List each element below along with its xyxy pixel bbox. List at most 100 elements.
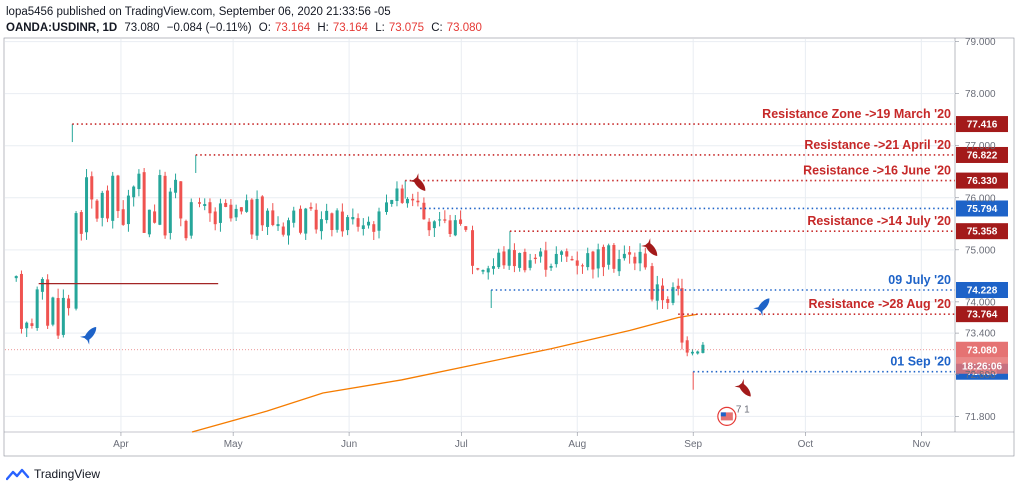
candle-down — [502, 251, 506, 266]
candle-down — [356, 218, 360, 227]
symbol-label[interactable]: OANDA:USDINR, 1D — [6, 22, 118, 34]
candle-up — [276, 224, 280, 227]
levels-layer: Resistance Zone ->19 March '20 77.416 Resi… — [5, 107, 1008, 380]
rocket-down-icon-body — [738, 382, 751, 397]
symbol-info-row: OANDA:USDINR, 1D 73.080 −0.084 (−0.11%) … — [6, 20, 486, 36]
y-tick-label: 78.000 — [965, 89, 996, 100]
price-tag-label: 76.822 — [967, 150, 998, 161]
candle-down — [650, 266, 654, 300]
x-tick-label: Jun — [341, 439, 357, 450]
price-tag-label: 76.330 — [967, 176, 998, 187]
candle-up — [384, 202, 388, 213]
candle-down — [260, 196, 264, 226]
candle-up — [266, 210, 270, 227]
candle-down — [512, 250, 516, 267]
candle-down — [612, 244, 616, 269]
last-price: 73.080 — [124, 22, 160, 34]
candle-up — [255, 198, 259, 236]
candle-up — [622, 253, 626, 259]
candle-up — [367, 221, 371, 226]
price-axis[interactable]: 79.000 78.000 77.000 76.000 75.000 74.000 73.4… — [955, 37, 996, 423]
candle-up — [481, 270, 485, 272]
candle-up — [14, 276, 18, 279]
level-label: Resistance ->14 July '20 — [807, 214, 951, 228]
candle-down — [213, 211, 217, 225]
open-value: 73.164 — [274, 22, 311, 34]
candle-up — [671, 287, 675, 303]
candle-down — [533, 257, 537, 260]
candle-down — [459, 219, 463, 224]
rocket-up-icon-fin — [753, 307, 763, 316]
candle-up — [491, 266, 495, 269]
y-tick-label: 71.800 — [965, 412, 996, 423]
candle-up — [655, 284, 659, 301]
candle-up — [35, 289, 39, 329]
candle-up — [25, 322, 29, 329]
time-axis[interactable]: Apr May Jun Jul Aug Sep Oct Nov — [113, 432, 930, 450]
candle-up — [287, 220, 291, 236]
candle-down — [67, 298, 71, 309]
price-tag — [956, 200, 1008, 217]
candle-down — [197, 202, 201, 204]
candle-up — [361, 225, 365, 229]
candle-up — [85, 177, 89, 233]
candle-up — [701, 344, 705, 353]
candle-down — [46, 279, 50, 326]
candle-down — [79, 212, 83, 234]
close-value: 73.080 — [446, 22, 482, 34]
candle-up — [74, 213, 78, 309]
candle-up — [438, 219, 442, 221]
candle-up — [132, 186, 136, 198]
candle-up — [528, 260, 532, 268]
price-tag-label: 75.794 — [967, 204, 998, 215]
icons-layer: 7 1 — [79, 173, 770, 426]
x-tick-label: Oct — [798, 439, 814, 450]
price-tag-label: 73.764 — [967, 310, 998, 321]
candle-up — [174, 179, 178, 193]
candle-down — [163, 175, 167, 236]
price-tag-label: 77.416 — [967, 120, 998, 131]
candle-down — [314, 209, 318, 230]
level-label: Resistance Zone ->19 March '20 — [762, 107, 951, 121]
candle-down — [271, 210, 275, 226]
candle-down — [208, 202, 212, 214]
candle-down — [523, 251, 527, 271]
rocket-down-icon-body — [645, 242, 658, 256]
candle-down — [661, 285, 665, 301]
candle-down — [153, 211, 157, 223]
candle-up — [690, 351, 694, 354]
chart-header: lopa5456 published on TradingView.com, S… — [6, 4, 486, 36]
candle-up — [245, 200, 249, 212]
low-value: 73.075 — [388, 22, 424, 34]
tradingview-brand: TradingView — [34, 467, 101, 481]
us-flag-canton — [720, 412, 726, 417]
countdown-label: 18:26:06 — [962, 361, 1002, 372]
moving-average-layer — [191, 313, 698, 433]
price-tag — [956, 223, 1008, 240]
candle-down — [666, 299, 670, 303]
candle-up — [390, 199, 394, 204]
rocket-up-icon — [79, 326, 97, 345]
candle-up — [432, 221, 436, 229]
candle-up — [607, 245, 611, 265]
level-label: 01 Sep '20 — [890, 355, 951, 369]
candle-down — [601, 246, 605, 268]
countdown-tag — [956, 357, 1008, 374]
candle-down — [565, 251, 569, 257]
candle-up — [168, 191, 172, 234]
rocket-up-icon-body — [84, 326, 97, 341]
candle-up — [453, 220, 457, 236]
y-tick-label: 73.400 — [965, 329, 996, 340]
x-tick-label: Aug — [568, 439, 586, 450]
candle-up — [100, 192, 104, 218]
rocket-up-icon — [753, 298, 770, 316]
y-tick-label: 79.000 — [965, 37, 996, 48]
candle-down — [330, 213, 334, 231]
candle-down — [411, 198, 415, 201]
candle-down — [30, 323, 34, 326]
candle-down — [422, 202, 426, 220]
low-label: L: — [375, 22, 385, 34]
candle-down — [643, 253, 647, 268]
price-tag — [956, 146, 1008, 163]
